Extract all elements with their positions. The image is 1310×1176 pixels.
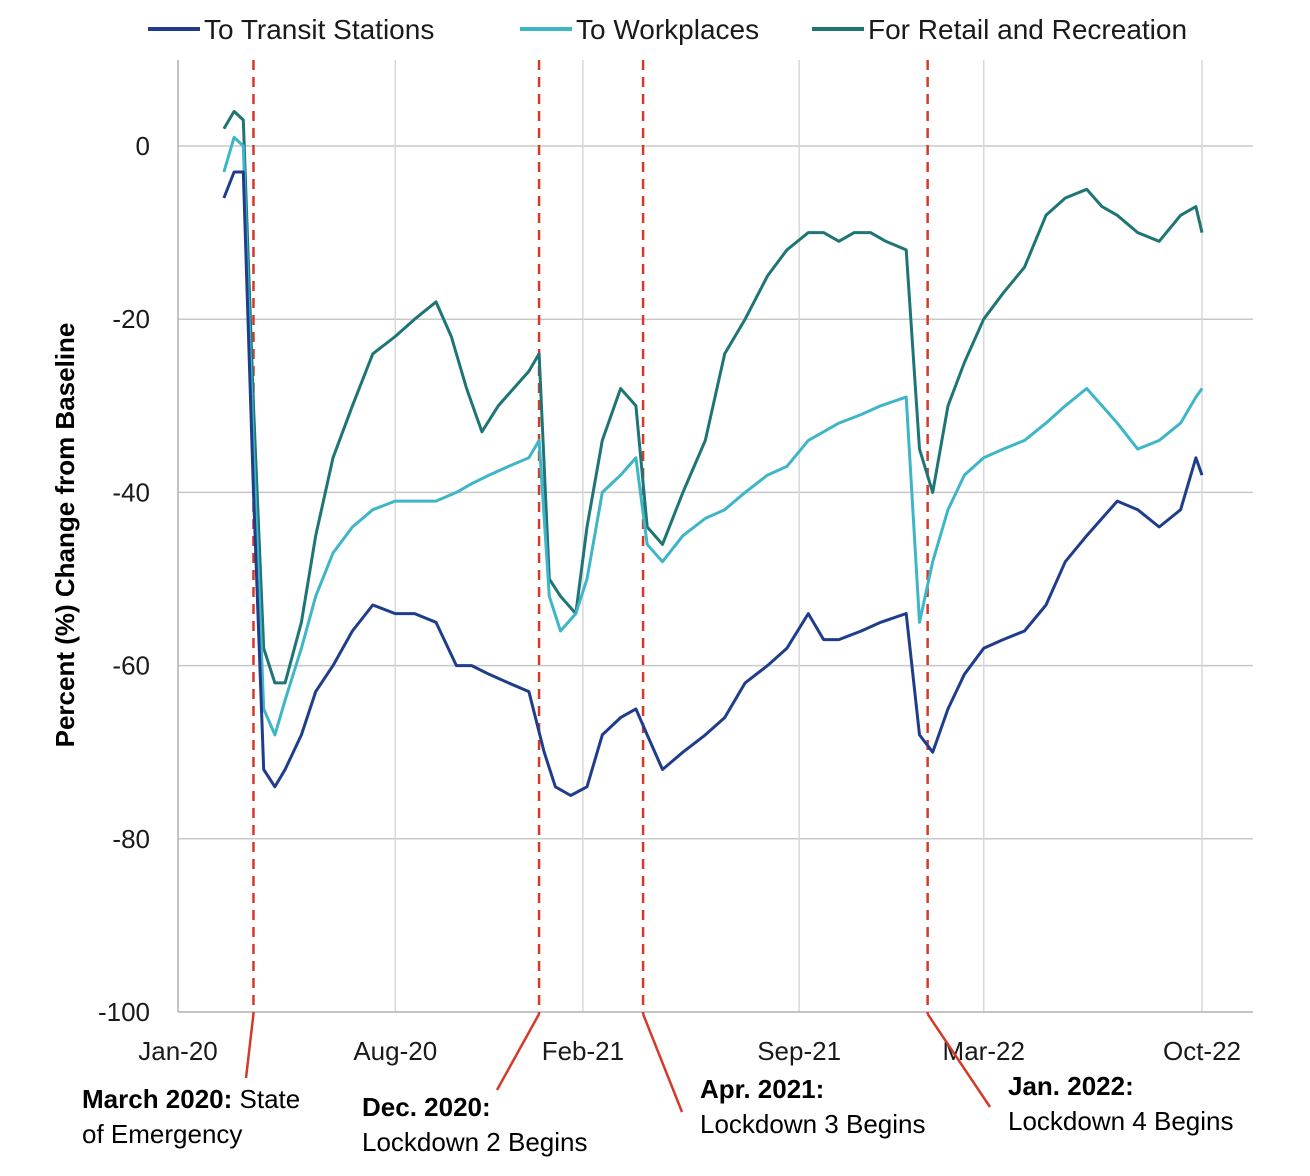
x-tick-labels: Jan-20 Aug-20 Feb-21 Sep-21 Mar-22 Oct-22 <box>138 1036 1241 1066</box>
x-tick-label: Oct-22 <box>1163 1036 1241 1066</box>
event-leader-line <box>244 1013 255 1079</box>
legend-item: For Retail and Recreation <box>812 14 1187 45</box>
series-line <box>222 135 1204 737</box>
legend: To Transit Stations To Workplaces For Reta… <box>148 14 1187 45</box>
legend-item: To Transit Stations <box>148 14 434 45</box>
legend-label: For Retail and Recreation <box>868 14 1187 45</box>
event-date: March 2020: <box>82 1084 232 1114</box>
x-tick-label: Mar-22 <box>943 1036 1025 1066</box>
x-tick-label: Sep-21 <box>757 1036 841 1066</box>
event-text: Lockdown 4 Begins <box>1008 1106 1233 1136</box>
event-annotation: Apr. 2021: Lockdown 3 Begins <box>700 1074 925 1139</box>
y-tick-label: -60 <box>112 651 150 681</box>
y-tick-label: -20 <box>112 304 150 334</box>
event-date: Dec. 2020: <box>362 1092 491 1122</box>
y-tick-label: -100 <box>98 997 150 1027</box>
y-tick-label: -40 <box>112 477 150 507</box>
event-annotation: March 2020: State of Emergency <box>82 1084 300 1149</box>
event-annotation: Dec. 2020: Lockdown 2 Begins <box>362 1092 587 1157</box>
event-annotation: Jan. 2022: Lockdown 4 Begins <box>1008 1071 1233 1136</box>
legend-label: To Transit Stations <box>204 14 434 45</box>
series-line <box>222 170 1204 797</box>
legend-label: To Workplaces <box>576 14 759 45</box>
x-tick-label: Jan-20 <box>138 1036 218 1066</box>
event-text: State <box>232 1084 300 1114</box>
event-leader-line <box>495 1013 541 1091</box>
y-tick-labels: 0 -20 -40 -60 -80 -100 <box>98 131 150 1027</box>
event-markers <box>252 60 929 1014</box>
event-date: Jan. 2022: <box>1008 1071 1134 1101</box>
event-text: Lockdown 2 Begins <box>362 1127 587 1157</box>
series-line <box>222 109 1204 685</box>
gridlines <box>178 60 1253 1012</box>
event-date: Apr. 2021: <box>700 1074 824 1104</box>
y-tick-label: 0 <box>136 131 150 161</box>
x-tick-label: Feb-21 <box>542 1036 624 1066</box>
series-lines <box>222 109 1204 797</box>
event-leader-line <box>641 1013 684 1113</box>
y-axis-label: Percent (%) Change from Baseline <box>50 323 80 748</box>
axes <box>177 60 1253 1013</box>
event-text: of Emergency <box>82 1119 242 1149</box>
event-annotations: March 2020: State of Emergency Dec. 2020: L… <box>82 1013 1233 1157</box>
legend-item: To Workplaces <box>520 14 759 45</box>
x-tick-label: Aug-20 <box>353 1036 437 1066</box>
y-tick-label: -80 <box>112 824 150 854</box>
event-text: Lockdown 3 Begins <box>700 1109 925 1139</box>
event-leader-line <box>926 1013 992 1108</box>
